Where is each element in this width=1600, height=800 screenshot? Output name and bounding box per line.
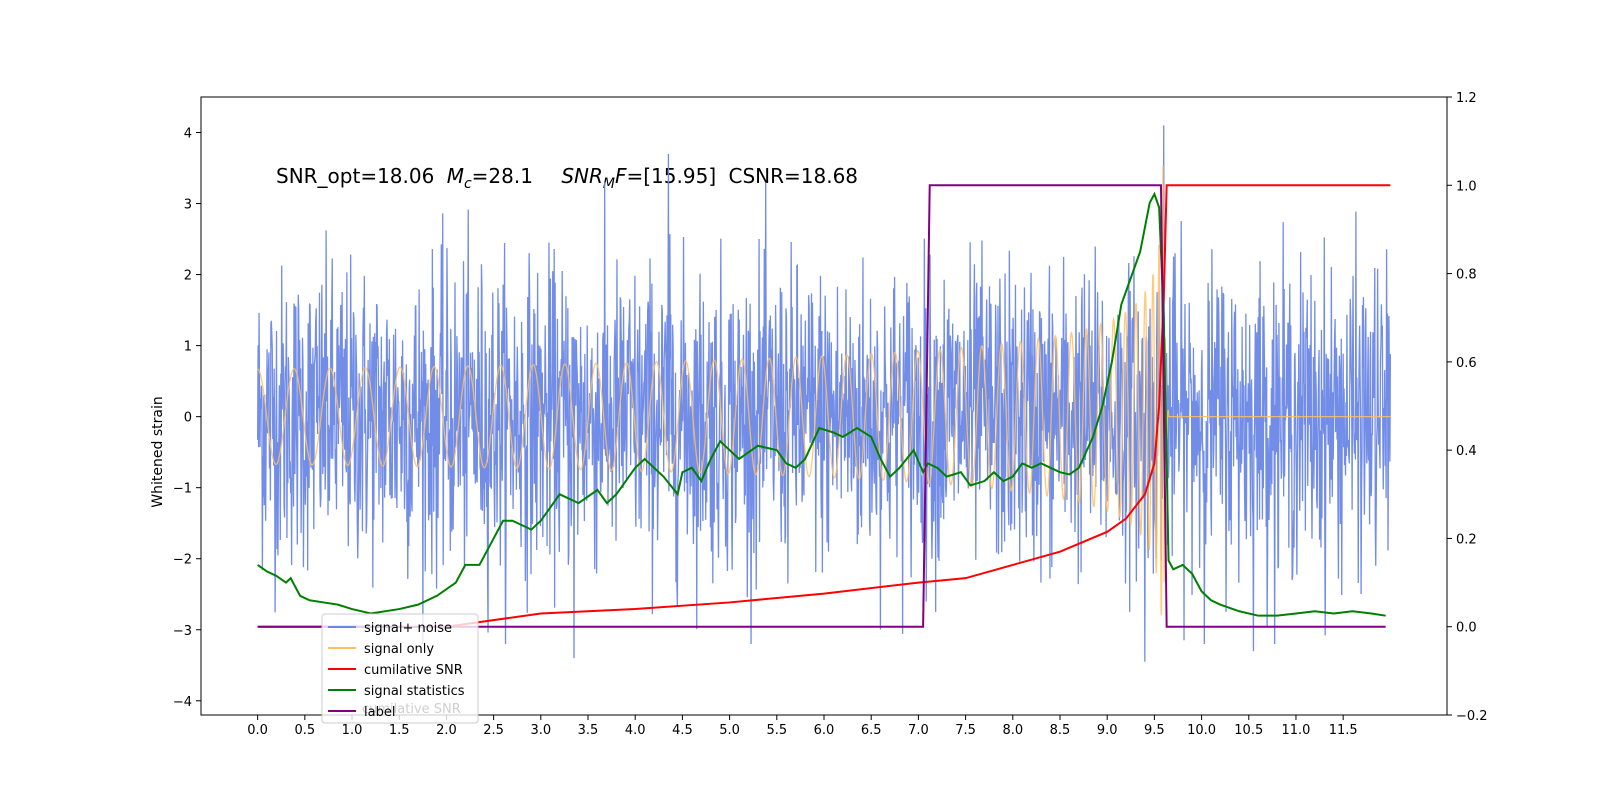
snrmf-subscript: M — [603, 176, 615, 192]
x-tick-label: 11.0 — [1281, 723, 1310, 738]
y-tick-label-right: 0.2 — [1456, 532, 1477, 547]
x-tick-label: 2.0 — [436, 723, 457, 738]
series-group — [256, 125, 1392, 662]
x-tick-label: 4.0 — [625, 723, 646, 738]
y-tick-label-right: 0.0 — [1456, 621, 1477, 636]
legend-label: signal only — [364, 642, 434, 657]
x-tick-label: 3.0 — [530, 723, 551, 738]
legend-label: signal+ noise — [364, 621, 452, 636]
series-cumilative-snr — [257, 184, 1391, 628]
hidden-legend-text: cumilative SNR — [362, 702, 461, 717]
x-tick-label: 2.5 — [483, 723, 504, 738]
mc-symbol: M — [447, 164, 464, 188]
x-tick-label: 1.5 — [389, 723, 410, 738]
x-tick-label: 8.0 — [1002, 723, 1023, 738]
x-tick-label: 7.0 — [908, 723, 929, 738]
legend: cumilative SNR signal+ noise signal only cu… — [321, 613, 479, 724]
x-tick-label: 7.5 — [955, 723, 976, 738]
x-tick-label: 1.0 — [342, 723, 363, 738]
x-tick-label: 11.5 — [1329, 723, 1358, 738]
y-tick-label-left: −4 — [173, 695, 192, 710]
x-tick-label: 6.5 — [861, 723, 882, 738]
series-signal-noise — [256, 125, 1392, 662]
legend-label: label — [364, 705, 395, 720]
series-signal-only — [257, 165, 1391, 616]
legend-label: signal statistics — [364, 684, 465, 699]
y-tick-label-left: 0 — [184, 411, 192, 426]
x-tick-label: 3.5 — [578, 723, 599, 738]
x-tick-label: 5.0 — [719, 723, 740, 738]
y-tick-label-right: 0.6 — [1456, 356, 1477, 371]
y-tick-label-left: −3 — [173, 624, 192, 639]
mc-subscript: c — [464, 176, 472, 192]
csnr-text: CSNR=18.68 — [728, 164, 858, 188]
snrmf-symbol: SNR — [561, 164, 603, 188]
series-signal-statistics — [257, 191, 1386, 617]
legend-box — [321, 613, 479, 724]
x-tick-label: 0.0 — [247, 723, 268, 738]
snr-opt-text: SNR_opt=18.06 — [276, 164, 434, 188]
x-tick-label: 4.5 — [672, 723, 693, 738]
plot-area: 0.0 0.5 1.0 1.5 2.0 2.5 3.0 3.5 4.0 4.5 5.0 5.5 6.0 6… — [173, 91, 1488, 738]
x-tick-label: 8.5 — [1050, 723, 1071, 738]
x-tick-label: 10.5 — [1234, 723, 1263, 738]
chart-annotation: SNR_opt=18.06 Mc=28.1 SNRMF=[15.95] CSNR… — [276, 164, 858, 192]
x-tick-label: 6.0 — [814, 723, 835, 738]
mc-value: =28.1 — [472, 164, 533, 188]
y-tick-label-right: −0.2 — [1456, 709, 1488, 724]
x-tick-label: 5.5 — [766, 723, 787, 738]
y-tick-label-left: 1 — [184, 340, 192, 355]
legend-label: cumilative SNR — [364, 663, 463, 678]
y-tick-label-left: 2 — [184, 269, 192, 284]
x-tick-label: 9.5 — [1144, 723, 1165, 738]
y-tick-label-left: −1 — [173, 482, 192, 497]
y-tick-label-left: 3 — [184, 198, 192, 213]
y-axis-label-left: Whitened strain — [150, 396, 166, 507]
y-tick-label-right: 1.2 — [1456, 91, 1477, 106]
snrmf-value: =[15.95] — [627, 164, 717, 188]
x-tick-label: 9.0 — [1097, 723, 1118, 738]
y-tick-label-right: 0.4 — [1456, 444, 1477, 459]
y-tick-label-left: 4 — [184, 127, 192, 142]
series-label — [257, 184, 1386, 628]
x-tick-label: 0.5 — [294, 723, 315, 738]
y-tick-label-right: 0.8 — [1456, 268, 1477, 283]
x-tick-label: 10.0 — [1187, 723, 1216, 738]
snrmf-tail: F — [615, 164, 627, 188]
y-tick-label-left: −2 — [173, 553, 192, 568]
y-tick-label-right: 1.0 — [1456, 179, 1477, 194]
